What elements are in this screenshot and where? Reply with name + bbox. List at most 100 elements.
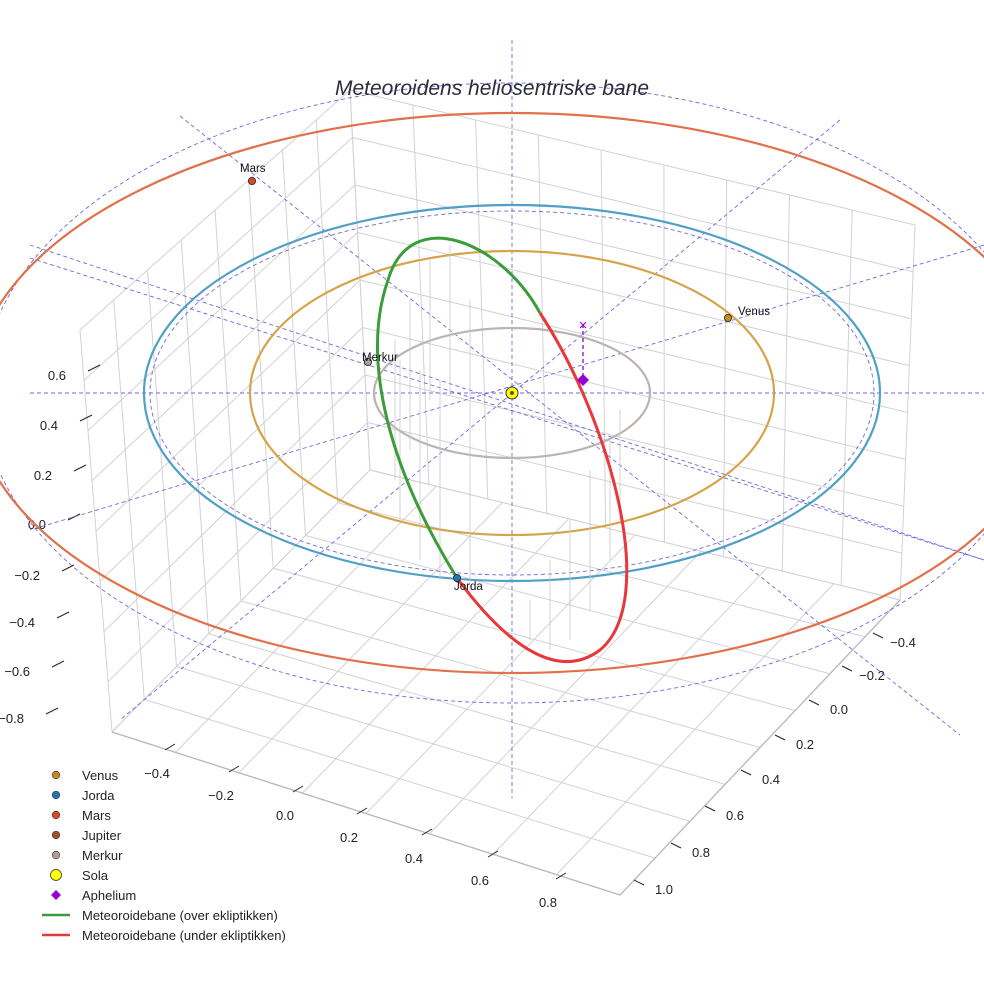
z-tick-mark [61,564,75,572]
planet-label-merkur: Merkur [362,352,398,364]
legend-swatch [51,850,61,860]
x-tick-mark [356,807,368,815]
z-tick-label: 0.2 [34,468,52,483]
back-wall-grid-line [369,469,901,601]
legend: Venus Jorda Mars Jupiter Merkur Sola Aphelium M… [42,768,286,943]
floor-grid-line [305,535,831,675]
y-tick-mark [774,734,786,741]
y-tick-mark [633,879,645,886]
ecliptic-guide-line [29,244,984,561]
grid-layer [79,89,916,896]
legend-label: Meteoroidebane (under ekliptikken) [82,928,286,943]
left-wall-grid-line [99,327,363,582]
floor-grid-line [337,502,866,638]
floor-grid-line [429,550,702,835]
orbit-merkur [372,326,652,460]
z-tick-mark [87,364,101,372]
z-tick-mark [56,611,70,619]
z-tick-mark [67,513,81,521]
meteoroid-orbit-above-ecliptic [376,236,542,579]
points-layer: Merkur Venus Jorda Mars [240,163,770,593]
earth-reference-ring [149,210,875,576]
z-tick-mark [51,660,65,668]
y-tick-mark [740,769,752,776]
meteoroid-orbit-below-ecliptic [455,312,629,664]
legend-label: Jorda [82,788,115,803]
z-tick-label: −0.6 [4,664,30,679]
left-wall-grid-line [111,469,371,733]
aphelium-projection-marker: × [579,317,588,334]
planet-orbits [0,111,984,675]
legend-label: Aphelium [82,888,136,903]
x-tick-label: 0.8 [539,895,557,910]
z-tick-label: 0.4 [40,418,58,433]
x-tick-label: −0.4 [144,766,170,781]
planet-venus [724,313,733,322]
z-tick-label: −0.2 [14,568,40,583]
floor-grid-line [556,583,835,875]
left-wall-grid-line [83,137,353,381]
z-tick-mark [79,414,93,422]
left-wall-grid-line [79,89,351,331]
ecliptic-guide-line [29,257,984,561]
legend-swatch [51,830,61,840]
floor-grid-line [240,600,761,748]
ecliptic-guide-line [179,115,961,736]
x-tick-mark [228,765,240,773]
y-tick-label: 0.2 [796,737,814,752]
z-tick-mark [45,707,59,715]
meteoroid-orbit: × [376,236,629,664]
x-tick-label: 0.6 [471,873,489,888]
x-tick-mark [487,850,499,858]
y-tick-label: 0.4 [762,772,780,787]
y-tick-mark [808,699,820,706]
x-tick-label: −0.2 [208,788,234,803]
z-tick-label: −0.8 [0,711,24,726]
z-tick-mark [73,464,87,472]
orbit-venus [248,249,776,537]
x-tick-mark [292,785,304,793]
y-tick-mark [704,805,716,812]
axis-ticks: 0.6 0.4 0.2 0.0 −0.2 −0.4 −0.6 −0.8 −0.4 −0.2 0.0 0… [0,364,916,910]
outer-reference-ring [0,82,984,704]
legend-swatch [51,890,61,900]
legend-swatch [51,770,61,780]
y-tick-label: 1.0 [655,882,673,897]
floor-grid-line [273,567,796,712]
planet-jorda [452,574,461,583]
sun-center [510,391,514,395]
axis-edge [111,731,621,896]
left-wall-grid-line [87,184,356,431]
x-tick-label: 0.2 [340,830,358,845]
planet-merkur [363,357,372,366]
legend-label: Meteoroidebane (over ekliptikken) [82,908,278,923]
planet-mars [247,176,256,185]
ecliptic-guide-line [29,244,984,531]
y-tick-label: −0.4 [890,635,916,650]
x-tick-mark [421,828,433,836]
y-tick-label: 0.6 [726,808,744,823]
orbit-mars [0,111,984,675]
left-wall-grid-line [103,374,366,632]
legend-label: Jupiter [82,828,122,843]
orbit-jorda [142,203,882,583]
chart-title: Meteoroidens heliosentriske bane [335,77,649,100]
y-tick-mark [670,842,682,849]
back-wall-grid-line [352,137,914,273]
back-wall-grid-line [367,422,902,554]
legend-label: Sola [82,868,109,883]
left-wall-grid-line [107,422,368,683]
y-tick-label: 0.8 [692,845,710,860]
back-wall-grid-line [364,374,904,507]
legend-label: Mars [82,808,111,823]
y-tick-label: −0.2 [859,668,885,683]
left-wall-grid-line [95,279,361,532]
back-wall-grid-line [359,279,908,413]
z-tick-label: 0.6 [48,368,66,383]
y-tick-mark [841,665,853,672]
x-tick-label: 0.0 [276,808,294,823]
legend-swatch [51,810,61,820]
y-tick-label: 0.0 [830,702,848,717]
legend-label: Merkur [82,848,123,863]
